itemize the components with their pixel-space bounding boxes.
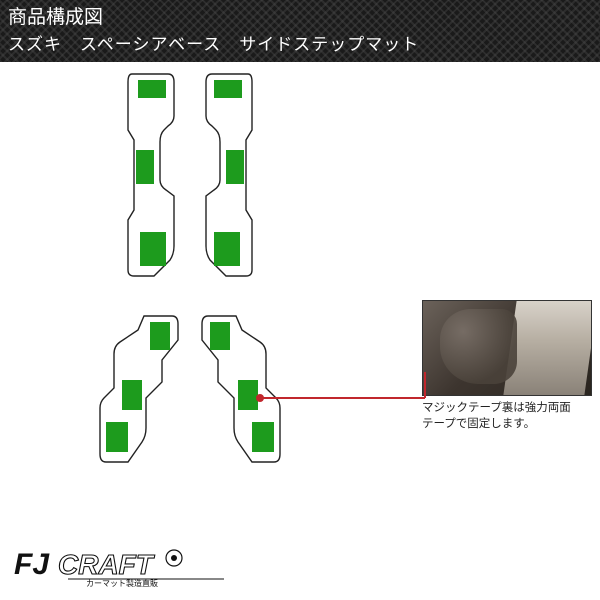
photo-panel: マジックテープ裏は強力両面 テープで固定します。: [422, 300, 592, 432]
header-subtitle: スズキ スペーシアベース サイドステップマット: [8, 32, 592, 58]
header-title: 商品構成図: [8, 4, 592, 32]
callout-dot: [256, 394, 264, 402]
install-photo: [422, 300, 592, 396]
velcro-patch: [252, 422, 274, 452]
velcro-patch: [122, 380, 142, 410]
photo-caption: マジックテープ裏は強力両面 テープで固定します。: [422, 400, 592, 432]
mat-upper-left: [120, 70, 180, 280]
caption-line2: テープで固定します。: [422, 418, 535, 430]
velcro-patch: [210, 322, 230, 350]
logo-tagline: カーマット製造直販: [86, 578, 158, 588]
mat-lower-right: [196, 310, 286, 470]
mat-upper-right: [200, 70, 260, 280]
logo-sub: CRAFT: [58, 549, 156, 580]
mat-lower-left: [94, 310, 184, 470]
velcro-patch: [226, 150, 244, 184]
logo-main: FJ: [14, 548, 50, 581]
logo-badge-dot: [171, 555, 177, 561]
velcro-patch: [138, 80, 166, 98]
header-bar: 商品構成図 スズキ スペーシアベース サイドステップマット: [0, 0, 600, 62]
diagram-area: [0, 70, 390, 530]
velcro-patch: [214, 80, 242, 98]
velcro-patch: [238, 380, 258, 410]
velcro-patch: [106, 422, 128, 452]
velcro-patch: [140, 232, 166, 266]
caption-line1: マジックテープ裏は強力両面: [422, 402, 571, 414]
callout-line-v: [424, 372, 426, 398]
velcro-patch: [214, 232, 240, 266]
velcro-patch: [136, 150, 154, 184]
callout-line-h: [260, 397, 425, 399]
brand-logo: FJ CRAFT カーマット製造直販: [14, 542, 234, 588]
velcro-patch: [150, 322, 170, 350]
